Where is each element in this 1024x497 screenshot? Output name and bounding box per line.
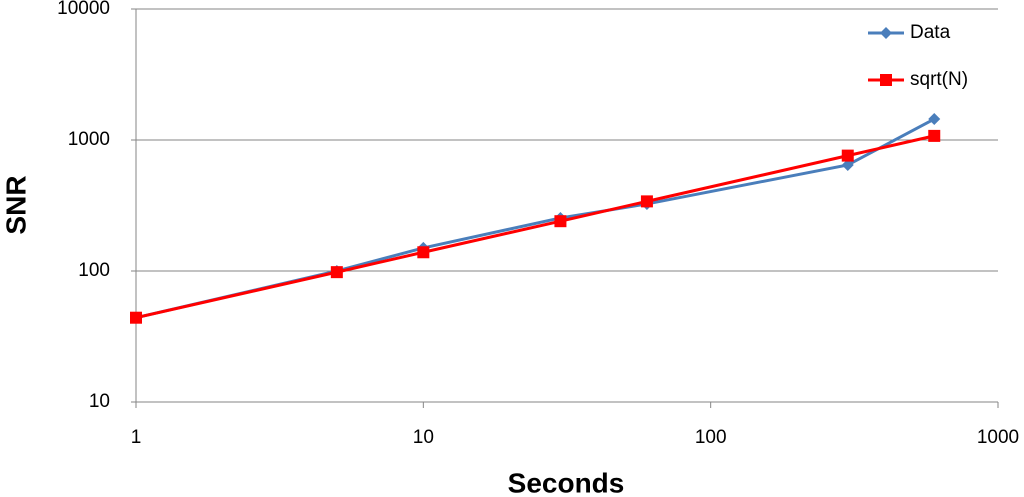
point [330,266,343,279]
point [841,158,854,171]
y-axis-title: SNR [0,175,31,234]
x-tick-label: 100 [695,427,727,448]
series-line [135,134,935,320]
point [130,311,142,324]
y-tick-label: 1000 [68,129,110,150]
series-line [135,117,935,320]
point [417,246,430,259]
point [841,149,854,162]
legend-marker [880,74,892,86]
point [640,195,653,208]
x-tick-label: 1000 [977,427,1019,448]
y-tick-label: 10 [89,391,110,412]
x-tick-label: 1 [131,427,142,448]
point [928,129,941,142]
point [928,113,941,126]
x-tick-label: 10 [413,427,434,448]
point [554,215,567,228]
y-tick-label: 10000 [57,0,110,19]
y-tick-label: 100 [78,260,110,281]
x-axis-title: Seconds [508,467,625,497]
legend-marker [880,27,892,39]
legend-label: sqrt(N) [910,69,968,90]
legend-label: Data [910,22,951,43]
